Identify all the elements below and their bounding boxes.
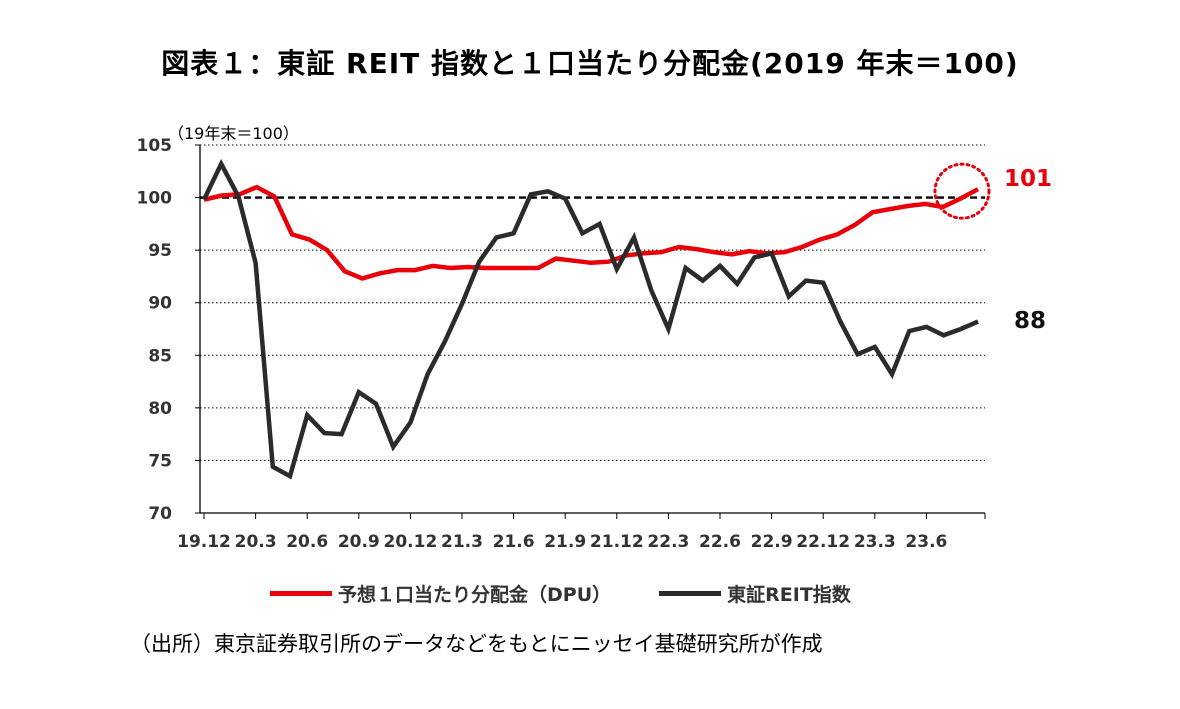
x-tick-label-23.3: 23.3: [854, 532, 896, 552]
series-line-dpu: [203, 184, 980, 281]
legend-label-dpu: 予想１口当たり分配金（DPU）: [338, 584, 612, 606]
x-tick-label-22.3: 22.3: [647, 532, 689, 552]
series-lines: [201, 158, 980, 480]
legend-swatch-reit: [659, 591, 722, 596]
x-tick-label-21.12: 21.12: [590, 532, 644, 552]
x-tick-label-22.9: 22.9: [751, 532, 793, 552]
end-label-reit: 88: [1014, 308, 1046, 334]
legend-swatch-dpu: [270, 591, 332, 596]
chart-title: 図表１：東証 REIT 指数と１口当たり分配金(2019 年末＝100): [161, 47, 1019, 80]
y-tick-label-70: 70: [148, 504, 172, 524]
x-tick-label-22.12: 22.12: [796, 532, 850, 552]
x-tick-label-21.3: 21.3: [441, 532, 483, 552]
x-tick-label-20.9: 20.9: [338, 532, 380, 552]
y-tick-label-105: 105: [137, 136, 173, 156]
axes: [195, 144, 986, 519]
y-tick-label-85: 85: [148, 346, 172, 366]
series-line-reit: [201, 158, 979, 480]
y-tick-label-95: 95: [148, 241, 172, 261]
highlight-circle: [933, 162, 991, 220]
x-tick-label-20.3: 20.3: [235, 532, 277, 552]
x-tick-label-23.6: 23.6: [905, 532, 947, 552]
x-tick-label-20.6: 20.6: [286, 532, 328, 552]
x-tick-label-21.9: 21.9: [544, 532, 586, 552]
source-note: （出所）東京証券取引所のデータなどをもとにニッセイ基礎研究所が作成: [130, 632, 823, 656]
y-tick-label-75: 75: [148, 451, 172, 471]
legend: 予想１口当たり分配金（DPU） 東証REIT指数: [270, 580, 899, 607]
legend-item-reit: 東証REIT指数: [659, 580, 851, 607]
x-tick-label-19.12: 19.12: [177, 532, 231, 552]
x-tick-label-22.6: 22.6: [699, 532, 741, 552]
end-label-dpu: 101: [1004, 166, 1052, 192]
x-axis-tick-labels: 19.12 20.3 20.6 20.9 20.12 21.3 21.6 21.9 21.12 2…: [177, 532, 947, 552]
x-tick-label-20.12: 20.12: [384, 532, 438, 552]
y-axis-tick-labels: 70 75 80 85 90 95 100 105: [137, 136, 173, 524]
y-tick-label-90: 90: [148, 294, 172, 314]
legend-label-reit: 東証REIT指数: [727, 584, 851, 606]
y-tick-label-100: 100: [137, 189, 173, 209]
legend-item-dpu: 予想１口当たり分配金（DPU）: [270, 580, 611, 607]
y-tick-label-80: 80: [148, 399, 172, 419]
annotations: 101 88: [933, 162, 1052, 334]
gridlines: [200, 144, 985, 461]
unit-label: （19年末＝100）: [168, 124, 299, 143]
x-tick-label-21.6: 21.6: [493, 532, 535, 552]
